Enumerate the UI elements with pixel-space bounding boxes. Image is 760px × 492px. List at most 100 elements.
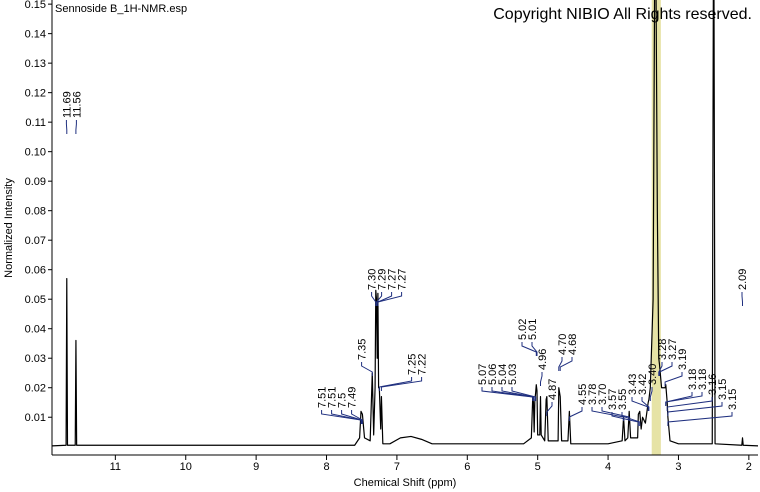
peak-leader: [331, 410, 362, 424]
peak-leader: [611, 412, 639, 426]
x-tick-label: 5: [535, 461, 541, 473]
peak-leader: [621, 412, 641, 426]
peak-label: 7.51: [327, 387, 339, 408]
peak-labels: 11.6911.567.517.517.57.497.357.307.297.2…: [61, 91, 749, 426]
peak-leader: [501, 387, 536, 401]
y-tick-label: 0.02: [25, 383, 46, 395]
peak-leader: [568, 407, 583, 421]
y-tick-label: 0.11: [25, 117, 46, 129]
peak-label: 3.70: [597, 384, 609, 405]
peak-leader: [558, 357, 563, 371]
peak-label: 5.02: [517, 319, 529, 340]
peak-leader: [361, 362, 373, 376]
peak-label: 5.01: [527, 319, 539, 340]
peak-label: 7.35: [357, 339, 369, 360]
peak-leader: [664, 372, 683, 386]
peak-label: 7.30: [367, 269, 379, 290]
peak-label: 3.43: [627, 374, 639, 395]
peak-leader: [659, 362, 673, 376]
y-tick-label: 0.13: [25, 58, 46, 70]
peak-leader: [378, 377, 413, 391]
peak-leader: [649, 387, 653, 401]
peak-label: 11.56: [71, 91, 83, 118]
axes: 0.01 0.02 0.03 0.04 0.05 0.06 0.07 0.08 0.09 0.10…: [25, 0, 758, 473]
peak-label: 2.09: [737, 269, 749, 290]
peak-leader: [559, 357, 573, 371]
peak-label: 5.07: [477, 364, 489, 385]
peak-label: 5.03: [507, 364, 519, 385]
peak-leader: [521, 342, 537, 356]
peak-leader: [380, 377, 423, 391]
peak-label: 4.87: [547, 379, 559, 400]
peak-leader: [531, 342, 538, 356]
peak-label: 3.15: [717, 379, 729, 400]
peak-leader: [641, 397, 650, 411]
peak-leader: [75, 120, 77, 134]
peak-label: 3.16: [707, 374, 719, 395]
peak-leader: [741, 292, 743, 306]
y-tick-label: 0.12: [25, 88, 46, 100]
peak-label: 11.69: [61, 91, 73, 118]
y-tick-label: 0.15: [25, 0, 46, 11]
peak-label: 3.28: [657, 339, 669, 360]
x-tick-label: 7: [394, 461, 400, 473]
peak-label: 7.49: [347, 387, 359, 408]
peak-leader: [511, 387, 537, 401]
peak-leader: [371, 292, 377, 306]
peak-leader: [376, 292, 383, 306]
peak-label: 3.40: [647, 364, 659, 385]
peak-label: 4.96: [537, 349, 549, 370]
peak-label: 4.68: [567, 334, 579, 355]
peak-leader: [341, 410, 363, 424]
peak-leader: [667, 402, 723, 416]
x-axis-title: Chemical Shift (ppm): [354, 477, 457, 489]
peak-label: 3.19: [677, 349, 689, 370]
y-tick-label: 0.08: [25, 206, 46, 218]
peak-leader: [631, 397, 649, 411]
y-tick-label: 0.01: [25, 412, 46, 424]
peak-label: 4.70: [557, 334, 569, 355]
peak-label: 7.25: [407, 354, 419, 375]
copyright: Copyright NIBIO All Rights reserved.: [493, 6, 752, 23]
x-tick-label: 2: [746, 461, 752, 473]
peak-label: 3.55: [617, 389, 629, 410]
y-tick-label: 0.05: [25, 294, 46, 306]
y-tick-label: 0.07: [25, 235, 46, 247]
x-tick-label: 11: [110, 461, 121, 473]
y-tick-label: 0.03: [25, 353, 46, 365]
peak-label: 3.57: [607, 389, 619, 410]
peak-label: 7.27: [397, 269, 409, 290]
peak-label: 3.18: [687, 369, 699, 390]
peak-label: 7.5: [337, 393, 349, 408]
plot-background: [651, 0, 661, 455]
plot-area: [52, 0, 758, 447]
peak-label: 7.51: [317, 387, 329, 408]
y-tick-label: 0.06: [25, 265, 46, 277]
x-tick-label: 9: [253, 461, 259, 473]
x-tick-label: 3: [675, 461, 681, 473]
peak-leader: [667, 412, 733, 426]
peak-label: 3.78: [587, 384, 599, 405]
peak-label: 7.27: [387, 269, 399, 290]
peak-label: 3.18: [697, 369, 709, 390]
peak-leader: [601, 407, 630, 421]
spectrum-line: [52, 0, 758, 447]
peak-label: 3.15: [727, 389, 739, 410]
peak-leader: [546, 402, 553, 416]
peak-label: 7.29: [377, 269, 389, 290]
y-tick-label: 0.10: [25, 147, 46, 159]
peak-leader: [665, 392, 703, 406]
y-axis-title: Normalized Intensity: [3, 178, 15, 278]
x-tick-label: 6: [464, 461, 470, 473]
peak-leader: [351, 410, 363, 424]
peak-label: 3.42: [637, 374, 649, 395]
peak-label: 7.22: [417, 354, 429, 375]
x-tick-label: 4: [605, 461, 611, 473]
highlight-band: [651, 0, 661, 455]
y-tick-label: 0.04: [25, 324, 46, 336]
y-tick-label: 0.14: [25, 29, 46, 41]
peak-label: 5.06: [487, 364, 499, 385]
peak-leader: [666, 397, 713, 411]
